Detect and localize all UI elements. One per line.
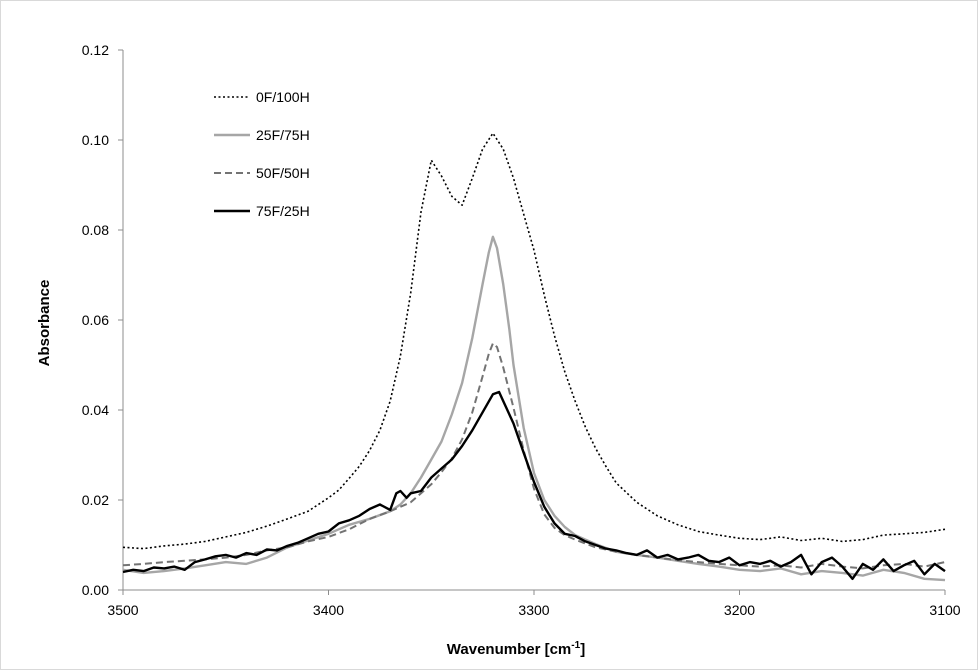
y-tick-label: 0.12: [82, 42, 109, 58]
x-tick-label: 3300: [518, 602, 549, 618]
y-tick-label: 0.10: [82, 132, 109, 148]
x-axis-title: Wavenumber [cm-1]: [447, 640, 585, 658]
x-axis-title-main: Wavenumber [cm: [447, 641, 571, 658]
y-tick-label: 0.00: [82, 582, 109, 598]
legend-label-1: 0F/100H: [256, 89, 310, 105]
series-line-4: [122, 390, 946, 580]
y-tick-label: 0.04: [82, 402, 109, 418]
x-tick-label: 3400: [313, 602, 344, 618]
series-line-3: [122, 342, 946, 570]
legend-label-2: 25F/75H: [256, 127, 310, 143]
legend-label-4: 75F/25H: [256, 203, 310, 219]
x-tick-label: 3100: [929, 602, 960, 618]
x-axis-title-suffix: ]: [580, 641, 585, 658]
y-axis-title: Absorbance: [36, 280, 53, 367]
x-axis-title-superscript: -1: [571, 640, 580, 651]
legend: 0F/100H 25F/75H 50F/50H 75F/25H: [214, 89, 310, 219]
x-tick-label: 3200: [724, 602, 755, 618]
axes: 0.00 0.02 0.04 0.06 0.08 0.10 0.12 3500 3400 3300…: [82, 42, 961, 618]
series-line-2: [122, 235, 946, 582]
x-tick-label: 3500: [107, 602, 138, 618]
series-line-1: [122, 132, 946, 550]
series-layer: [122, 132, 946, 582]
y-tick-label: 0.06: [82, 312, 109, 328]
y-tick-label: 0.08: [82, 222, 109, 238]
legend-label-3: 50F/50H: [256, 165, 310, 181]
y-tick-label: 0.02: [82, 492, 109, 508]
